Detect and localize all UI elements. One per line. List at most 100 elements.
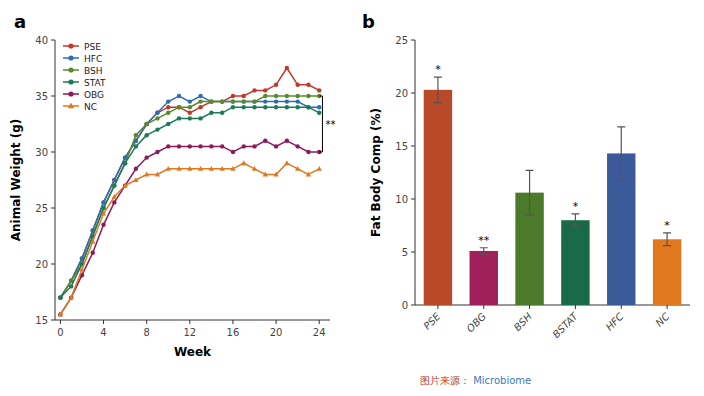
legend-marker [68, 103, 74, 109]
point [317, 111, 321, 115]
y-tick [51, 320, 55, 321]
point [134, 133, 138, 137]
x-tick-label: PSE [421, 310, 442, 331]
x-tick [319, 320, 320, 324]
x-tick [621, 305, 622, 309]
legend-marker [68, 55, 73, 60]
point [101, 206, 105, 210]
point [230, 166, 235, 171]
point [166, 122, 170, 126]
point [209, 99, 213, 103]
y-tick [411, 93, 415, 94]
bar [653, 239, 681, 305]
point [155, 111, 159, 115]
point [263, 94, 267, 98]
point [144, 155, 148, 159]
significance-label: ** [478, 234, 490, 247]
y-tick-label: 20 [35, 259, 48, 270]
point [209, 166, 214, 171]
point [166, 111, 170, 115]
y-axis-label: Animal Weight (g) [9, 119, 23, 242]
point [58, 295, 62, 299]
point [231, 94, 235, 98]
x-axis-label: Week [174, 345, 212, 359]
line [60, 96, 319, 298]
point [306, 150, 310, 154]
error-bar [663, 233, 671, 246]
point [134, 144, 138, 148]
point [177, 105, 181, 109]
point [295, 105, 299, 109]
x-tick [103, 320, 104, 324]
error-bar [526, 170, 534, 215]
x-axis [415, 305, 690, 306]
legend-label: STAT [84, 78, 106, 88]
x-tick [575, 305, 576, 309]
y-tick-label: 0 [402, 300, 408, 311]
point [220, 99, 224, 103]
x-tick-label: 12 [183, 327, 196, 338]
x-tick [437, 305, 438, 309]
x-tick-label: 20 [270, 327, 283, 338]
point [274, 83, 278, 87]
point [122, 183, 127, 188]
point [112, 194, 117, 199]
point [198, 166, 203, 171]
point [317, 166, 322, 171]
point [166, 166, 171, 171]
point [144, 122, 148, 126]
point [133, 177, 138, 182]
legend-marker [68, 43, 73, 48]
point [123, 161, 127, 165]
point [177, 144, 181, 148]
point [231, 99, 235, 103]
x-tick [60, 320, 61, 324]
x-tick [529, 305, 530, 309]
point [101, 223, 105, 227]
bar [470, 251, 498, 305]
point [231, 150, 235, 154]
legend-label: HFC [84, 54, 102, 64]
x-tick-label: 4 [100, 327, 106, 338]
point [220, 99, 224, 103]
y-axis [55, 40, 56, 320]
point [58, 295, 62, 299]
point [79, 267, 84, 272]
point [285, 99, 289, 103]
point [155, 111, 159, 115]
legend-label: PSE [84, 42, 101, 52]
point [144, 122, 148, 126]
legend-label: OBG [84, 90, 104, 100]
point [242, 99, 246, 103]
point [252, 88, 256, 92]
line [60, 141, 319, 315]
point [263, 88, 267, 92]
point [252, 166, 257, 171]
panel-label: a [14, 11, 26, 32]
point [242, 144, 246, 148]
point [144, 133, 148, 137]
bracket [319, 96, 322, 152]
point [198, 144, 202, 148]
x-tick-label: NC [653, 311, 671, 329]
legend-marker [68, 67, 73, 72]
point [295, 83, 299, 87]
point [176, 166, 181, 171]
line [60, 96, 319, 298]
point [188, 99, 192, 103]
y-tick [51, 96, 55, 97]
point [69, 295, 73, 299]
point [306, 105, 310, 109]
point [112, 200, 116, 204]
point [252, 99, 256, 103]
point [177, 116, 181, 120]
x-tick [667, 305, 668, 309]
point [155, 172, 160, 177]
point [58, 295, 62, 299]
point [252, 144, 256, 148]
point [220, 111, 224, 115]
significance-label: * [573, 200, 579, 213]
point [198, 105, 202, 109]
error-bar [571, 214, 579, 227]
x-tick-label: HFC [604, 311, 626, 333]
